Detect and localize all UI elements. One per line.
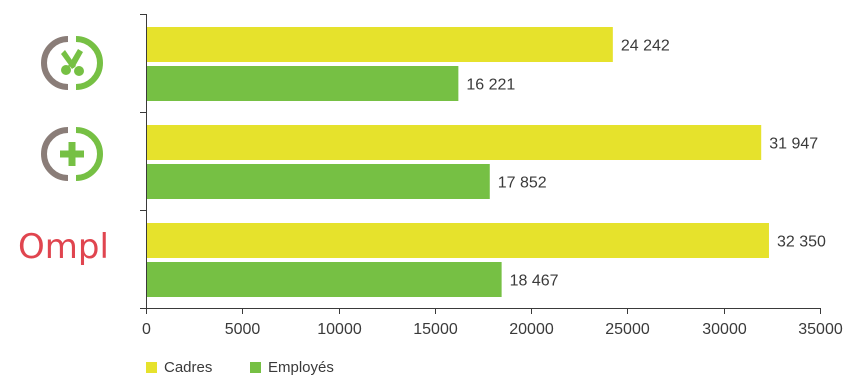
x-tick-label: 30000 bbox=[702, 321, 747, 338]
bar-cadres-2 bbox=[147, 223, 769, 258]
x-tick-label: 5000 bbox=[225, 321, 261, 338]
bar-value-label: 24 242 bbox=[621, 38, 670, 55]
bar-employes-1 bbox=[147, 164, 490, 199]
bar-employes-2 bbox=[147, 262, 502, 297]
x-tick-label: 15000 bbox=[413, 321, 458, 338]
bar-cadres-1 bbox=[147, 125, 762, 160]
legend-label-employes: Employés bbox=[268, 359, 334, 376]
logo-ring-left bbox=[41, 127, 69, 181]
x-ticks-group: 0 5000 10000 15000 20000 25000 30000 35000 bbox=[142, 308, 843, 338]
x-tick-label: 0 bbox=[142, 321, 151, 338]
scissors-logo bbox=[41, 36, 103, 90]
x-tick-label: 20000 bbox=[509, 321, 554, 338]
legend-swatch-cadres bbox=[146, 362, 157, 373]
plus-logo bbox=[41, 127, 103, 181]
bar-value-label: 16 221 bbox=[466, 77, 515, 94]
bar-employes-0 bbox=[147, 66, 459, 101]
scissors-icon bbox=[61, 49, 84, 76]
ompl-logo: Ompl bbox=[18, 227, 109, 267]
bar-value-label: 31 947 bbox=[769, 136, 818, 153]
bar-value-label: 17 852 bbox=[498, 175, 547, 192]
bars-group: 24 242 16 221 31 947 17 852 32 350 18 467 bbox=[147, 27, 826, 297]
bar-value-label: 32 350 bbox=[777, 234, 826, 251]
bar-cadres-0 bbox=[147, 27, 613, 62]
logo-ring-right bbox=[75, 127, 103, 181]
x-tick-label: 10000 bbox=[317, 321, 362, 338]
logo-ring-right bbox=[75, 36, 103, 90]
logo-ring-left bbox=[41, 36, 69, 90]
x-tick-label: 25000 bbox=[605, 321, 650, 338]
bar-value-label: 18 467 bbox=[510, 273, 559, 290]
plus-icon bbox=[60, 142, 84, 166]
legend: Cadres Employés bbox=[146, 359, 334, 376]
legend-swatch-employes bbox=[250, 362, 261, 373]
ompl-logo-text: Ompl bbox=[18, 227, 109, 267]
x-tick-label: 35000 bbox=[798, 321, 843, 338]
legend-label-cadres: Cadres bbox=[164, 359, 212, 376]
